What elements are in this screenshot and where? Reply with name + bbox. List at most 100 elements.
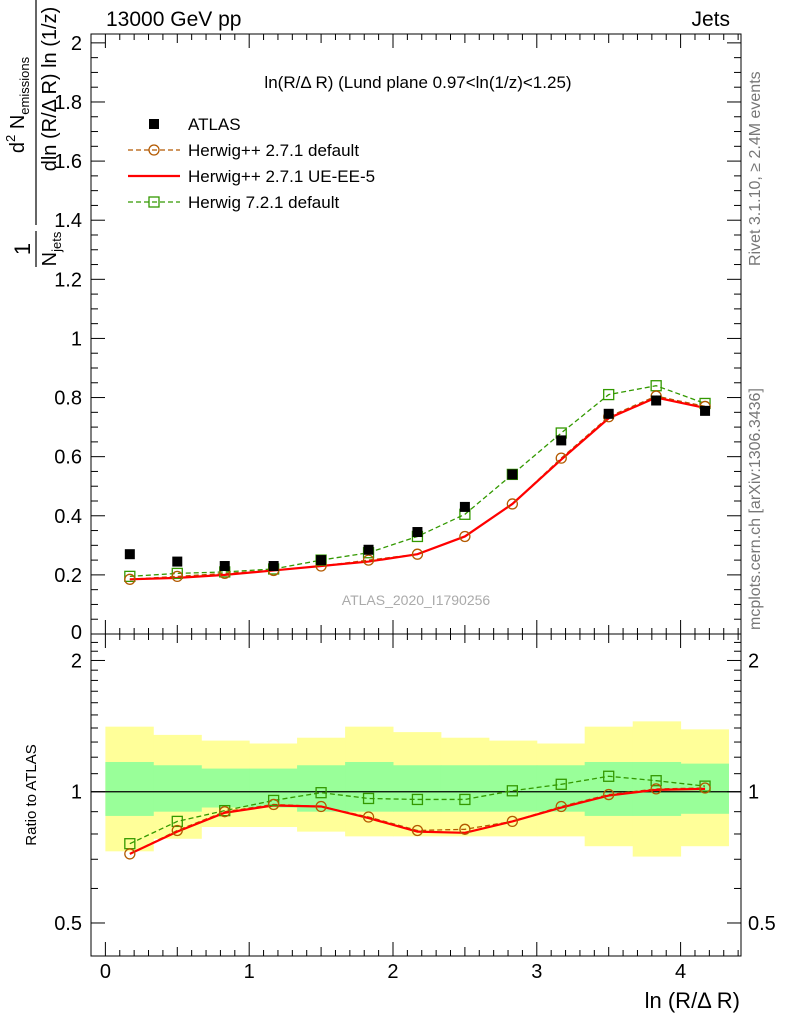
y-tick-label: 0.8 (54, 388, 82, 410)
herwig271-default-ratio-point (459, 823, 471, 835)
atlas-data-point (268, 561, 279, 572)
herwig721-point (603, 388, 615, 401)
inner-band-bin (153, 765, 202, 812)
herwig271-default-point (411, 548, 424, 560)
legend-entry: Herwig++ 2.7.1 default (128, 141, 359, 160)
legend-swatch-marker (148, 144, 160, 156)
atlas-data-point (507, 469, 518, 480)
atlas-data-point (556, 435, 567, 446)
herwig721-ratio-point (555, 778, 567, 790)
ratio-y-tick-label: 1 (71, 782, 82, 804)
herwig271-default-ratio-point (219, 806, 231, 818)
herwig271-default-ratio-point (171, 824, 183, 837)
y-tick-label: 0.6 (54, 447, 82, 469)
inner-band-bin (297, 765, 346, 812)
herwig271-default-ratio-point (315, 800, 327, 813)
atlas-data-point (459, 501, 470, 512)
herwig271-default-ratio-point (411, 824, 424, 837)
atlas-data-point (124, 549, 135, 560)
ratio-y-tick-label-right: 1 (748, 782, 759, 804)
herwig271-default-ratio-point (603, 788, 615, 801)
x-tick-label: 0 (100, 961, 111, 983)
herwig721-ratio-point (171, 815, 183, 828)
herwig271-default-point (459, 530, 471, 543)
y-tick-label: 2 (71, 33, 82, 55)
y-tick-label: 0 (71, 622, 82, 644)
inner-band-bin (201, 768, 250, 808)
axis-ticks (91, 34, 741, 956)
legend-entry: Herwig++ 2.7.1 UE-EE-5 (128, 167, 375, 186)
herwig271-default-point (362, 554, 375, 566)
plot-frames (90, 33, 742, 957)
atlas-data-point (603, 408, 614, 419)
process-label: Jets (691, 8, 730, 31)
inner-band-bin (105, 761, 154, 816)
legend-entry: ATLAS (149, 115, 241, 134)
atlas-data-point (700, 405, 711, 416)
ratio-y-tick-label: 2 (71, 650, 82, 672)
herwig271-default-point (124, 573, 136, 585)
herwig721-point (124, 570, 136, 583)
herwig721-ratio-point (650, 775, 662, 787)
atlas-data-point (316, 555, 327, 566)
series-markers (124, 380, 711, 860)
atlas-data-point (172, 556, 183, 567)
y-tick-label: 0.2 (54, 565, 82, 587)
herwig271-default-point (555, 452, 567, 464)
atlas-data-point (651, 395, 662, 406)
atlas-data-point (363, 544, 374, 555)
chart-title: ln(R/Δ R) (Lund plane 0.97<ln(1/z)<1.25) (264, 73, 571, 92)
legend-label: Herwig++ 2.7.1 UE-EE-5 (188, 167, 375, 186)
inner-band-bin (249, 768, 298, 808)
herwig721-ratio-point (506, 785, 518, 797)
ratio-y-tick-label: 0.5 (54, 913, 82, 935)
herwig721-ratio-point (603, 770, 615, 782)
x-tick-label: 1 (244, 961, 255, 983)
ratio-y-tick-label-right: 0.5 (748, 913, 776, 935)
y-label-one: 1 (10, 243, 35, 255)
legend-label: Herwig++ 2.7.1 default (188, 141, 359, 160)
legend-label: Herwig 7.2.1 default (188, 193, 339, 212)
y-tick-label: 0.4 (54, 506, 82, 528)
y-label-denominator: dln (R/Δ R) ln (1/z) (39, 7, 61, 172)
atlas-data-point (219, 561, 230, 572)
legend-entry: Herwig 7.2.1 default (128, 193, 339, 212)
y-tick-label: 1.4 (54, 210, 82, 232)
herwig271-default-point (171, 570, 183, 583)
y-tick-label: 1.2 (54, 269, 82, 291)
inner-band-bin (536, 765, 586, 812)
y-label-njets: Njets (39, 231, 64, 266)
herwig271-ueee5-curve (129, 396, 706, 581)
herwig271-default-ratio-point (650, 783, 662, 795)
herwig271-default-ratio-point (555, 800, 567, 813)
ratio-plot-frame (90, 633, 742, 957)
herwig271-default-ratio-curve (129, 787, 706, 855)
herwig271-default-ratio-point (506, 815, 518, 828)
herwig271-default-ratio-point (362, 811, 375, 823)
legend-swatch (149, 119, 159, 129)
y-tick-label: 1 (71, 328, 82, 350)
analysis-watermark: ATLAS_2020_I1790256 (342, 592, 491, 608)
y-label-numerator: d2 Nemissions (3, 56, 32, 153)
energy-label: 13000 GeV pp (106, 8, 242, 31)
x-tick-label: 2 (387, 961, 398, 983)
y-tick-label: 1.6 (54, 151, 82, 173)
x-axis-label: ln (R/Δ R) (645, 988, 740, 1013)
herwig271-default-ratio-point (124, 848, 136, 860)
atlas-data-point (412, 527, 423, 538)
herwig721-ratio-point (267, 794, 280, 807)
x-tick-label: 4 (675, 961, 686, 983)
ratio-y-tick-label-right: 2 (748, 650, 759, 672)
herwig721-ratio-point (315, 787, 327, 799)
series-curves (129, 385, 706, 855)
ratio-y-axis-label: Ratio to ATLAS (23, 744, 40, 845)
herwig721-ratio-curve (129, 775, 706, 845)
herwig721-ratio-point (411, 793, 424, 806)
herwig271-default-ratio-point (699, 782, 711, 794)
herwig271-ueee5-ratio-curve (129, 787, 706, 855)
herwig271-default-ratio-point (267, 798, 280, 811)
y-tick-label: 1.8 (54, 92, 82, 114)
chart-texts: 0 1 2 3 4 0 0.2 0.4 0.6 0.8 1 1.2 1.4 1.6 1.8 2 0.5 0.5 1 1… (3, 0, 776, 1013)
herwig721-ratio-point (362, 792, 375, 805)
legend-label: ATLAS (188, 115, 241, 134)
